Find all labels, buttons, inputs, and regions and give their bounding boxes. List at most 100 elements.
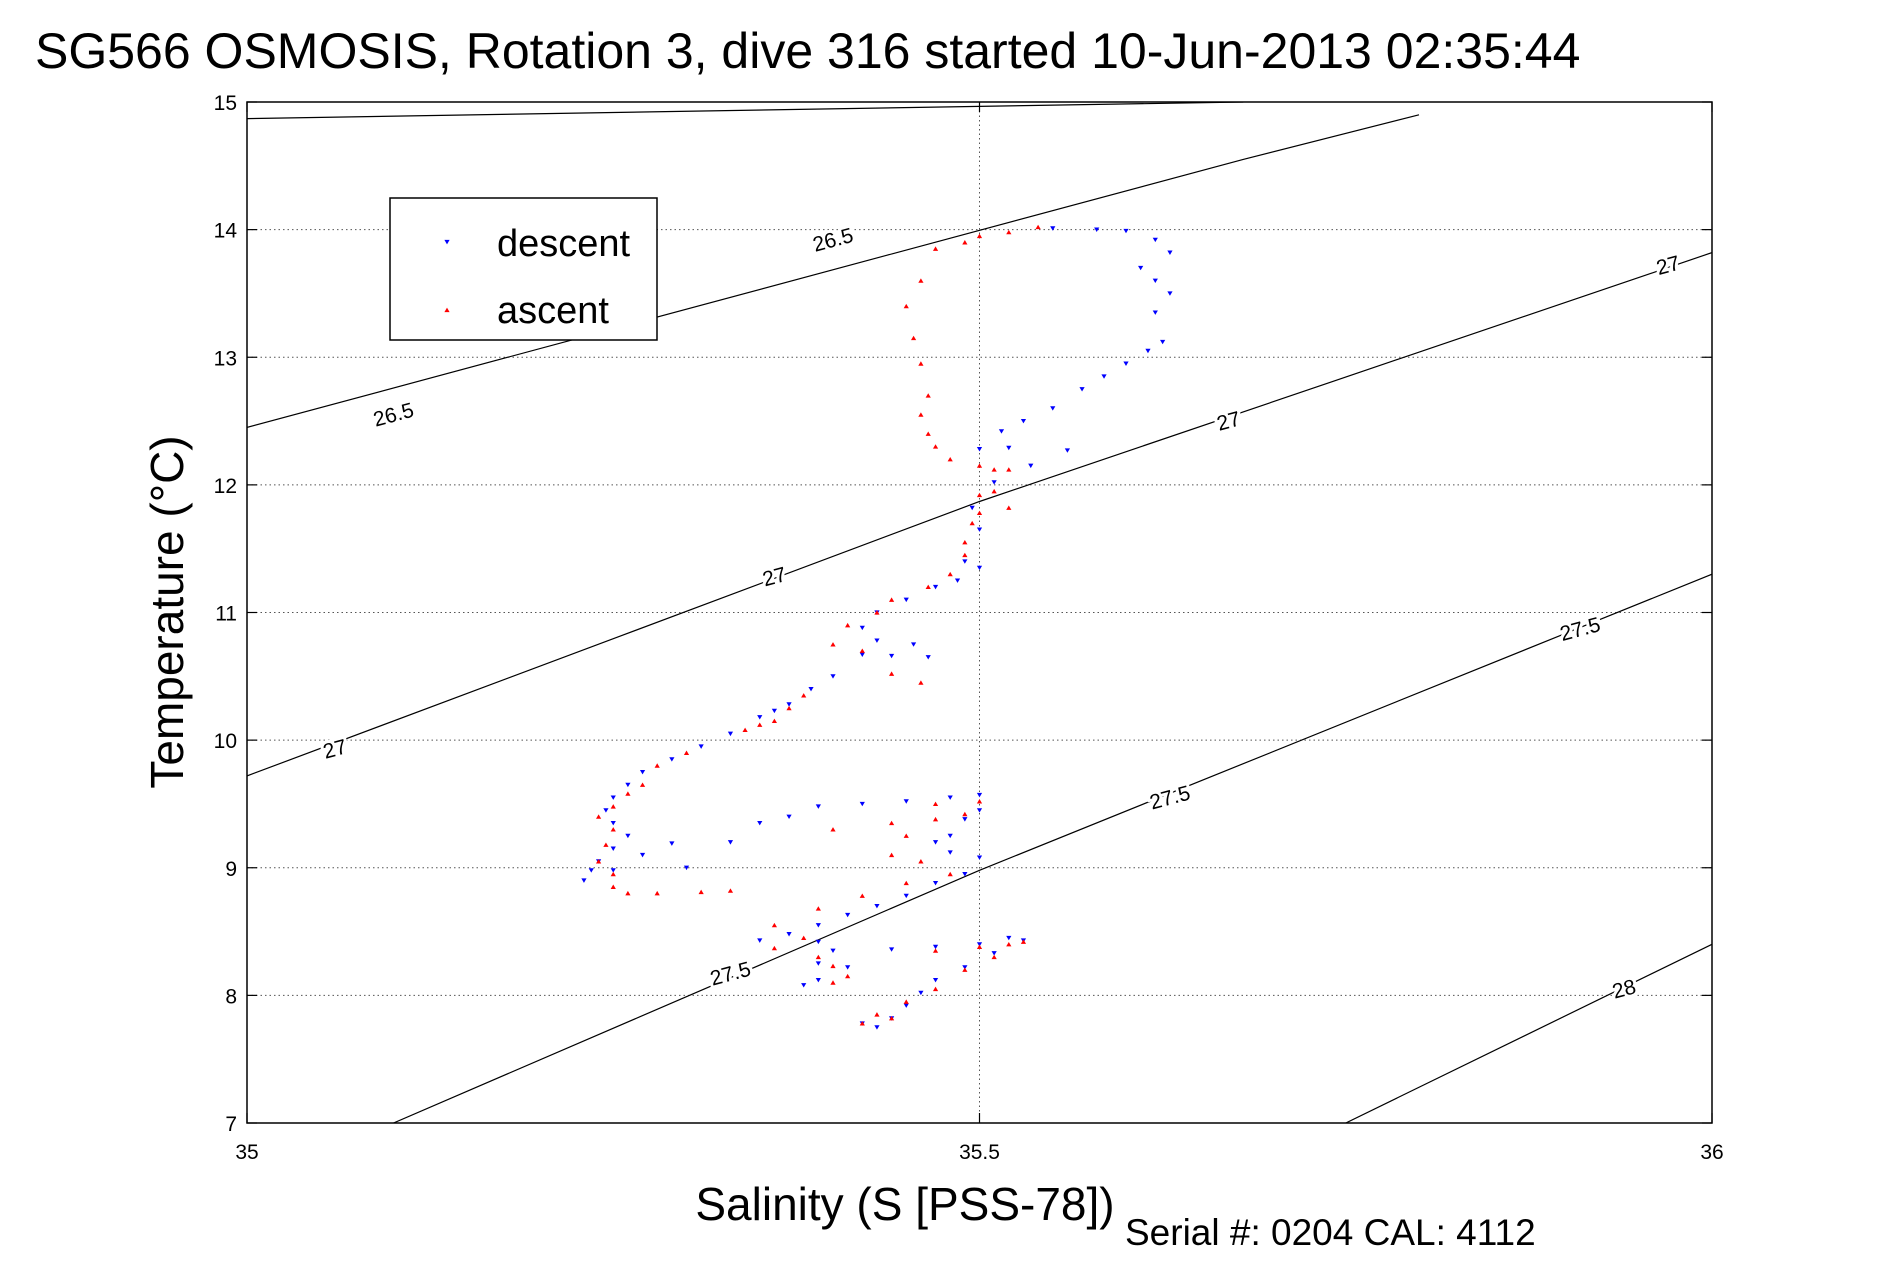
ascent-point bbox=[903, 833, 909, 838]
descent-point bbox=[889, 947, 895, 952]
ascent-point bbox=[925, 393, 931, 398]
descent-point bbox=[1020, 418, 1027, 424]
ascent-point bbox=[742, 727, 748, 732]
descent-point bbox=[786, 814, 792, 820]
descent-point bbox=[669, 841, 675, 846]
descent-point bbox=[932, 880, 939, 886]
ascent-point bbox=[625, 890, 631, 896]
x-tick-label: 36 bbox=[1700, 1141, 1723, 1164]
ascent-point bbox=[757, 722, 763, 727]
descent-point bbox=[801, 983, 807, 988]
descent-point bbox=[932, 584, 939, 590]
ascent-point bbox=[903, 303, 909, 309]
density-contour-label: 27 bbox=[1654, 252, 1683, 280]
ascent-point bbox=[1035, 224, 1041, 230]
ascent-point bbox=[801, 693, 807, 698]
ascent-point bbox=[610, 827, 616, 832]
ascent-point bbox=[610, 804, 616, 809]
descent-point bbox=[610, 821, 616, 826]
ascent-point bbox=[991, 488, 997, 494]
ascent-point bbox=[874, 610, 880, 615]
descent-point bbox=[976, 942, 983, 947]
descent-point bbox=[874, 638, 880, 643]
descent-series bbox=[581, 226, 1173, 1030]
ascent-point bbox=[889, 671, 895, 676]
ascent-point bbox=[962, 240, 968, 245]
descent-point bbox=[771, 708, 777, 714]
descent-point bbox=[1050, 406, 1056, 411]
ascent-point bbox=[976, 463, 983, 468]
ascent-point bbox=[845, 973, 851, 979]
descent-point bbox=[1167, 250, 1173, 255]
ascent-point bbox=[991, 954, 997, 960]
descent-point bbox=[1006, 935, 1012, 941]
descent-point bbox=[991, 951, 997, 956]
density-contour-label: 26.5 bbox=[371, 399, 416, 432]
ascent-point bbox=[918, 278, 924, 283]
ascent-point bbox=[962, 967, 968, 972]
density-contour-line bbox=[247, 102, 1244, 120]
descent-point bbox=[1101, 374, 1107, 379]
ascent-point bbox=[932, 948, 939, 953]
ascent-point bbox=[727, 888, 734, 893]
ascent-point bbox=[903, 999, 909, 1004]
ascent-point bbox=[889, 820, 895, 826]
ascent-point bbox=[625, 791, 631, 796]
descent-point bbox=[1123, 361, 1129, 366]
ascent-point bbox=[969, 520, 975, 526]
x-tick-label: 35.5 bbox=[959, 1141, 1000, 1164]
ascent-point bbox=[596, 859, 602, 864]
descent-point bbox=[932, 944, 939, 950]
ascent-point bbox=[603, 842, 609, 847]
serial-cal-footer: Serial #: 0204 CAL: 4112 bbox=[1125, 1212, 1536, 1253]
ascent-point bbox=[1006, 941, 1012, 947]
ascent-point bbox=[874, 1012, 880, 1017]
ascent-point bbox=[976, 492, 983, 498]
descent-point bbox=[859, 625, 865, 631]
density-contour-label: 26.5 bbox=[810, 224, 855, 257]
density-contour-label: 27.5 bbox=[1558, 613, 1603, 646]
descent-point bbox=[581, 878, 587, 883]
ascent-point bbox=[947, 457, 953, 462]
ascent-point bbox=[932, 246, 939, 251]
density-contour-label: 28 bbox=[1610, 975, 1639, 1003]
density-contour-line bbox=[393, 573, 1712, 1123]
descent-point bbox=[1160, 339, 1166, 345]
ascent-point bbox=[830, 963, 836, 969]
ascent-point bbox=[815, 906, 821, 911]
ascent-point bbox=[1020, 939, 1027, 944]
descent-point bbox=[625, 782, 631, 788]
descent-point bbox=[815, 923, 821, 928]
descent-point bbox=[639, 769, 646, 775]
descent-point bbox=[815, 804, 821, 809]
ascent-point bbox=[815, 954, 821, 960]
ascent-point bbox=[991, 467, 997, 472]
ascent-point bbox=[786, 705, 792, 711]
ascent-point bbox=[1006, 229, 1012, 235]
y-tick-label: 11 bbox=[215, 603, 237, 626]
descent-point bbox=[903, 893, 909, 899]
y-tick-label: 13 bbox=[214, 347, 237, 370]
x-axis-label: Salinity (S [PSS-78]) bbox=[695, 1178, 1114, 1230]
ascent-point bbox=[932, 986, 939, 992]
descent-point bbox=[1167, 291, 1173, 296]
descent-point bbox=[625, 833, 631, 839]
ascent-point bbox=[910, 335, 917, 341]
ascent-point bbox=[1006, 505, 1012, 510]
ascent-point bbox=[925, 584, 931, 590]
ascent-series bbox=[596, 224, 1041, 1026]
density-contour-label: 27.5 bbox=[1147, 782, 1192, 815]
density-contour-label: 27 bbox=[1214, 407, 1243, 435]
legend-ascent-label: ascent bbox=[497, 290, 609, 332]
ascent-point bbox=[918, 412, 924, 417]
y-tick-label: 12 bbox=[214, 475, 237, 498]
descent-point bbox=[1094, 227, 1100, 232]
descent-point bbox=[910, 642, 917, 647]
ascent-point bbox=[801, 935, 807, 941]
y-tick-label: 9 bbox=[225, 858, 237, 881]
descent-point bbox=[808, 686, 814, 692]
ascent-point bbox=[947, 571, 953, 577]
descent-point bbox=[859, 652, 865, 657]
